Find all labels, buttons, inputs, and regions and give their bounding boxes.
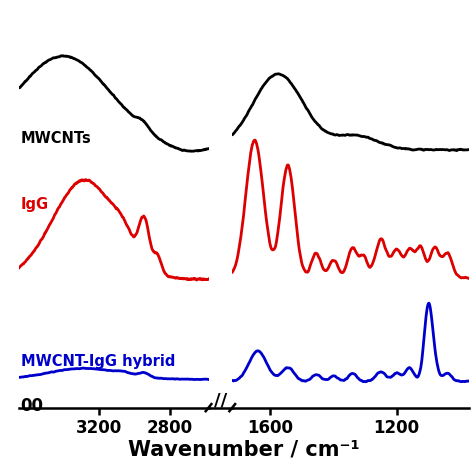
Text: //: // [214,392,227,410]
Text: MWCNT-IgG hybrid: MWCNT-IgG hybrid [21,354,175,369]
Text: MWCNTs: MWCNTs [21,131,91,146]
Text: IgG: IgG [21,197,49,212]
Text: Wavenumber / cm⁻¹: Wavenumber / cm⁻¹ [128,440,360,460]
Text: 00: 00 [21,397,44,415]
